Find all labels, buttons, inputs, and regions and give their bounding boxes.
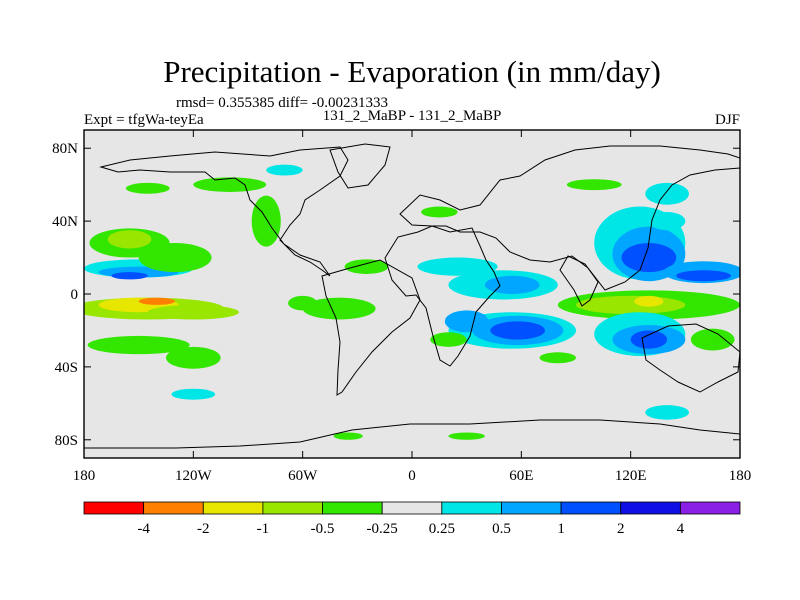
data-blob-10 [87, 335, 190, 355]
y-tick-label-2: 0 [71, 287, 79, 303]
data-blob-6 [111, 272, 148, 280]
colorbar-swatch-0 [83, 501, 145, 515]
coast-greenland [329, 143, 391, 189]
data-blob-26 [490, 321, 546, 340]
data-blob-17 [302, 297, 376, 320]
colorbar-label-8: 2 [617, 521, 625, 537]
data-blob-16 [125, 182, 170, 194]
colorbar-label-0: -4 [137, 521, 150, 537]
data-blob-21 [421, 206, 458, 218]
data-blob-32 [621, 242, 677, 273]
data-blob-40 [630, 330, 668, 349]
data-blob-3 [147, 304, 239, 320]
data-blob-42 [645, 405, 689, 420]
data-blob-47 [648, 212, 686, 231]
data-blob-27 [444, 310, 489, 333]
y-tick-label-3: 40S [55, 360, 78, 376]
data-blob-9 [138, 242, 212, 273]
data-blob-46 [333, 432, 363, 440]
data-blob-20 [417, 257, 498, 276]
colorbar-label-9: 4 [677, 521, 685, 537]
colorbar-swatch-3 [262, 501, 323, 515]
x-tick-label-0: 180 [73, 468, 96, 484]
x-tick-label-3: 0 [408, 468, 416, 484]
y-tick-label-4: 80S [55, 433, 78, 449]
colorbar-swatch-5 [381, 501, 443, 515]
data-blob-8 [107, 230, 152, 249]
stats-text: rmsd= 0.355385 diff= -0.00231333 [176, 95, 388, 111]
data-blob-37 [634, 295, 664, 307]
coast-south-america [321, 259, 421, 396]
data-blob-19 [344, 259, 389, 274]
left-label: Expt = tfgWa-teyEa [84, 112, 204, 128]
data-blob-13 [251, 195, 281, 247]
data-blob-11 [166, 346, 221, 369]
data-blob-18 [288, 295, 318, 311]
colorbar-swatch-10 [679, 501, 741, 515]
data-blob-14 [193, 177, 267, 192]
colorbar-label-2: -1 [257, 521, 270, 537]
x-tick-label-4: 60E [509, 468, 533, 484]
colorbar-label-1: -2 [197, 521, 210, 537]
data-blob-12 [171, 388, 216, 400]
colorbar-swatch-1 [143, 501, 204, 515]
data-blob-36 [576, 295, 686, 315]
data-blob-2 [138, 297, 176, 305]
coast-india [559, 255, 599, 307]
data-blob-44 [566, 179, 622, 191]
colorbar-swatch-2 [202, 501, 264, 515]
coast-eurasia [399, 145, 740, 291]
y-tick-label-1: 40N [52, 214, 78, 230]
colorbar-label-3: -0.5 [311, 521, 335, 537]
coast-antarctica [84, 419, 740, 458]
data-blob-29 [539, 352, 576, 364]
colorbar-swatch-6 [441, 501, 502, 515]
colorbar-label-4: -0.25 [367, 521, 398, 537]
colorbar-swatch-7 [501, 501, 562, 515]
y-tick-label-0: 80N [52, 141, 78, 157]
coast-north-america [99, 146, 349, 277]
x-tick-label-1: 120W [175, 468, 213, 484]
data-blob-34 [676, 270, 731, 282]
data-blob-43 [645, 182, 689, 205]
data-blob-41 [690, 328, 735, 351]
coast-australia [641, 323, 740, 393]
data-blob-15 [266, 164, 303, 176]
right-label: DJF [715, 112, 740, 128]
colorbar-swatch-8 [560, 501, 622, 515]
center-label: 131_2_MaBP - 131_2_MaBP [323, 108, 502, 124]
x-tick-label-6: 180 [729, 468, 752, 484]
colorbar-swatch-4 [322, 501, 383, 515]
data-blob-23 [484, 275, 540, 294]
colorbar-label-5: 0.25 [429, 521, 455, 537]
data-blob-28 [430, 332, 467, 347]
colorbar-swatch-9 [620, 501, 681, 515]
coast-africa [384, 225, 501, 367]
colorbar-label-7: 1 [557, 521, 565, 537]
coastlines [84, 143, 740, 458]
colorbar-label-6: 0.5 [492, 521, 511, 537]
x-tick-label-5: 120E [615, 468, 647, 484]
data-blob-45 [448, 432, 485, 440]
chart-title: Precipitation - Evaporation (in mm/day) [163, 54, 661, 89]
x-tick-label-2: 60W [288, 468, 318, 484]
